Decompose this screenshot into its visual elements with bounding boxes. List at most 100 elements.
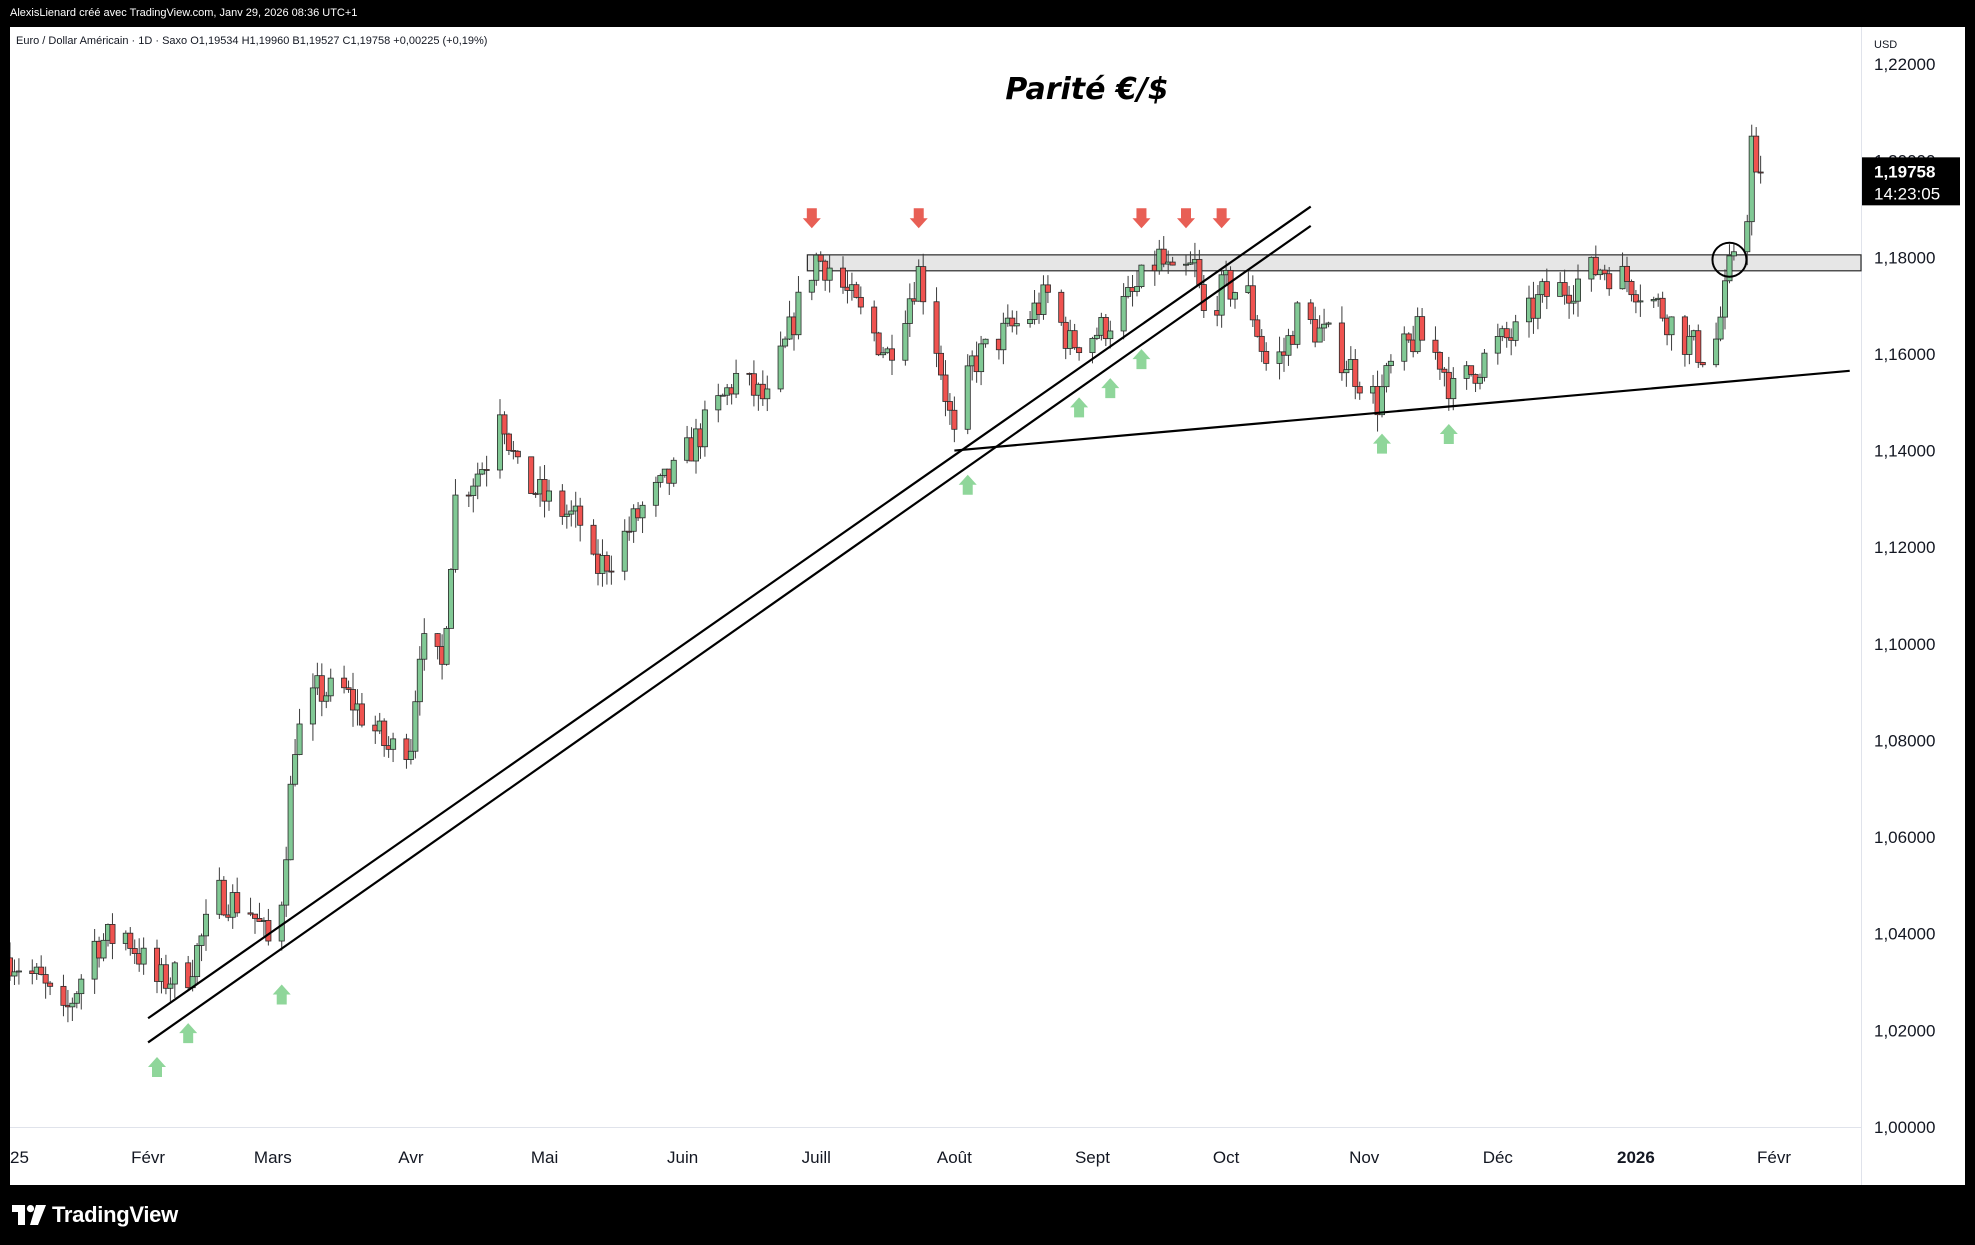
- candle-body[interactable]: [416, 658, 423, 703]
- candle-body[interactable]: [1632, 294, 1639, 303]
- candle-body[interactable]: [1686, 335, 1693, 355]
- candle-body[interactable]: [1338, 322, 1345, 374]
- support-arrow-icon[interactable]: [272, 984, 291, 1005]
- candlestick-chart[interactable]: Parité €/$USD1,220001,200001,180001,1600…: [10, 27, 1965, 1185]
- candle-body[interactable]: [889, 348, 896, 361]
- candle-body[interactable]: [826, 267, 833, 281]
- candle-body[interactable]: [1543, 281, 1550, 297]
- candle-body[interactable]: [403, 738, 410, 760]
- candle-body[interactable]: [202, 913, 209, 937]
- candle-body[interactable]: [1387, 360, 1394, 366]
- candle-body[interactable]: [1436, 351, 1443, 370]
- candle-body[interactable]: [1040, 284, 1047, 315]
- candle-body[interactable]: [1468, 365, 1475, 375]
- candle-body[interactable]: [443, 627, 450, 665]
- candle-body[interactable]: [42, 974, 49, 984]
- candle-body[interactable]: [447, 569, 454, 629]
- candle-body[interactable]: [1575, 278, 1582, 302]
- candle-body[interactable]: [345, 687, 352, 690]
- candle-body[interactable]: [1093, 334, 1100, 339]
- candle-body[interactable]: [412, 701, 419, 752]
- candle-body[interactable]: [1356, 386, 1363, 394]
- candle-body[interactable]: [220, 879, 227, 916]
- candle-body[interactable]: [251, 913, 258, 919]
- candle-body[interactable]: [1294, 302, 1301, 345]
- candle-body[interactable]: [577, 505, 584, 526]
- candle-body[interactable]: [69, 1002, 76, 1008]
- candle-body[interactable]: [1566, 294, 1573, 304]
- candle-body[interactable]: [1757, 171, 1764, 174]
- last-price-tag[interactable]: [1862, 157, 1960, 206]
- support-arrow-icon[interactable]: [1132, 349, 1151, 370]
- candle-body[interactable]: [100, 939, 107, 959]
- candle-body[interactable]: [247, 912, 254, 915]
- candle-body[interactable]: [982, 338, 989, 345]
- trendline-3[interactable]: [954, 369, 1850, 452]
- candle-body[interactable]: [127, 932, 134, 949]
- candle-body[interactable]: [479, 469, 486, 475]
- candle-body[interactable]: [1624, 265, 1631, 282]
- candle-body[interactable]: [1071, 330, 1078, 349]
- candle-body[interactable]: [1321, 323, 1328, 329]
- candle-body[interactable]: [341, 677, 348, 689]
- candle-body[interactable]: [1713, 338, 1720, 366]
- candle-body[interactable]: [1120, 295, 1127, 332]
- support-arrow-icon[interactable]: [148, 1056, 166, 1077]
- candle-body[interactable]: [131, 948, 138, 954]
- candle-body[interactable]: [639, 504, 646, 519]
- candle-body[interactable]: [234, 892, 241, 914]
- candle-body[interactable]: [1352, 359, 1359, 387]
- candle-body[interactable]: [652, 481, 659, 506]
- candle-body[interactable]: [1169, 261, 1176, 266]
- candle-body[interactable]: [528, 456, 535, 494]
- support-arrow-icon[interactable]: [1101, 378, 1120, 399]
- candle-body[interactable]: [568, 510, 575, 515]
- candle-body[interactable]: [1503, 328, 1510, 339]
- candle-body[interactable]: [764, 388, 771, 400]
- trendline-2[interactable]: [147, 205, 1312, 1020]
- candle-body[interactable]: [715, 395, 722, 411]
- candle-body[interactable]: [777, 345, 784, 390]
- candle-body[interactable]: [474, 473, 481, 487]
- candle-body[interactable]: [719, 394, 726, 397]
- candle-body[interactable]: [470, 485, 477, 496]
- candle-body[interactable]: [318, 675, 325, 702]
- resistance-arrow-icon[interactable]: [1132, 208, 1151, 229]
- candle-body[interactable]: [1722, 280, 1729, 318]
- candle-body[interactable]: [11, 971, 18, 977]
- candle-body[interactable]: [1107, 330, 1114, 340]
- candle-body[interactable]: [1730, 251, 1737, 257]
- candle-body[interactable]: [349, 689, 356, 711]
- candle-body[interactable]: [194, 945, 201, 978]
- support-arrow-icon[interactable]: [1439, 423, 1458, 444]
- candle-body[interactable]: [978, 343, 985, 373]
- candle-body[interactable]: [1699, 362, 1706, 366]
- candle-body[interactable]: [563, 513, 570, 517]
- candle-body[interactable]: [1325, 322, 1332, 325]
- candle-body[interactable]: [608, 570, 615, 573]
- candle-body[interactable]: [323, 695, 330, 702]
- candle-body[interactable]: [1125, 287, 1132, 297]
- candle-body[interactable]: [91, 940, 98, 980]
- candle-body[interactable]: [603, 555, 610, 572]
- candle-body[interactable]: [1200, 284, 1207, 311]
- candle-body[interactable]: [857, 296, 864, 308]
- candle-body[interactable]: [853, 284, 860, 298]
- candle-body[interactable]: [171, 962, 178, 985]
- tradingview-logo[interactable]: TradingView: [12, 1202, 178, 1228]
- candle-body[interactable]: [1249, 285, 1256, 321]
- support-arrow-icon[interactable]: [179, 1023, 198, 1044]
- candle-body[interactable]: [265, 920, 272, 942]
- candle-body[interactable]: [1009, 317, 1016, 327]
- candle-body[interactable]: [1668, 316, 1675, 336]
- resistance-arrow-icon[interactable]: [1212, 208, 1231, 229]
- candle-body[interactable]: [287, 783, 294, 861]
- candle-body[interactable]: [1232, 292, 1239, 300]
- candle-body[interactable]: [1405, 333, 1412, 341]
- candle-body[interactable]: [78, 978, 85, 995]
- candle-body[interactable]: [1717, 316, 1724, 340]
- candle-body[interactable]: [782, 338, 789, 347]
- price-axis[interactable]: [1861, 27, 1965, 1185]
- resistance-arrow-icon[interactable]: [1177, 208, 1195, 229]
- candle-body[interactable]: [496, 414, 503, 471]
